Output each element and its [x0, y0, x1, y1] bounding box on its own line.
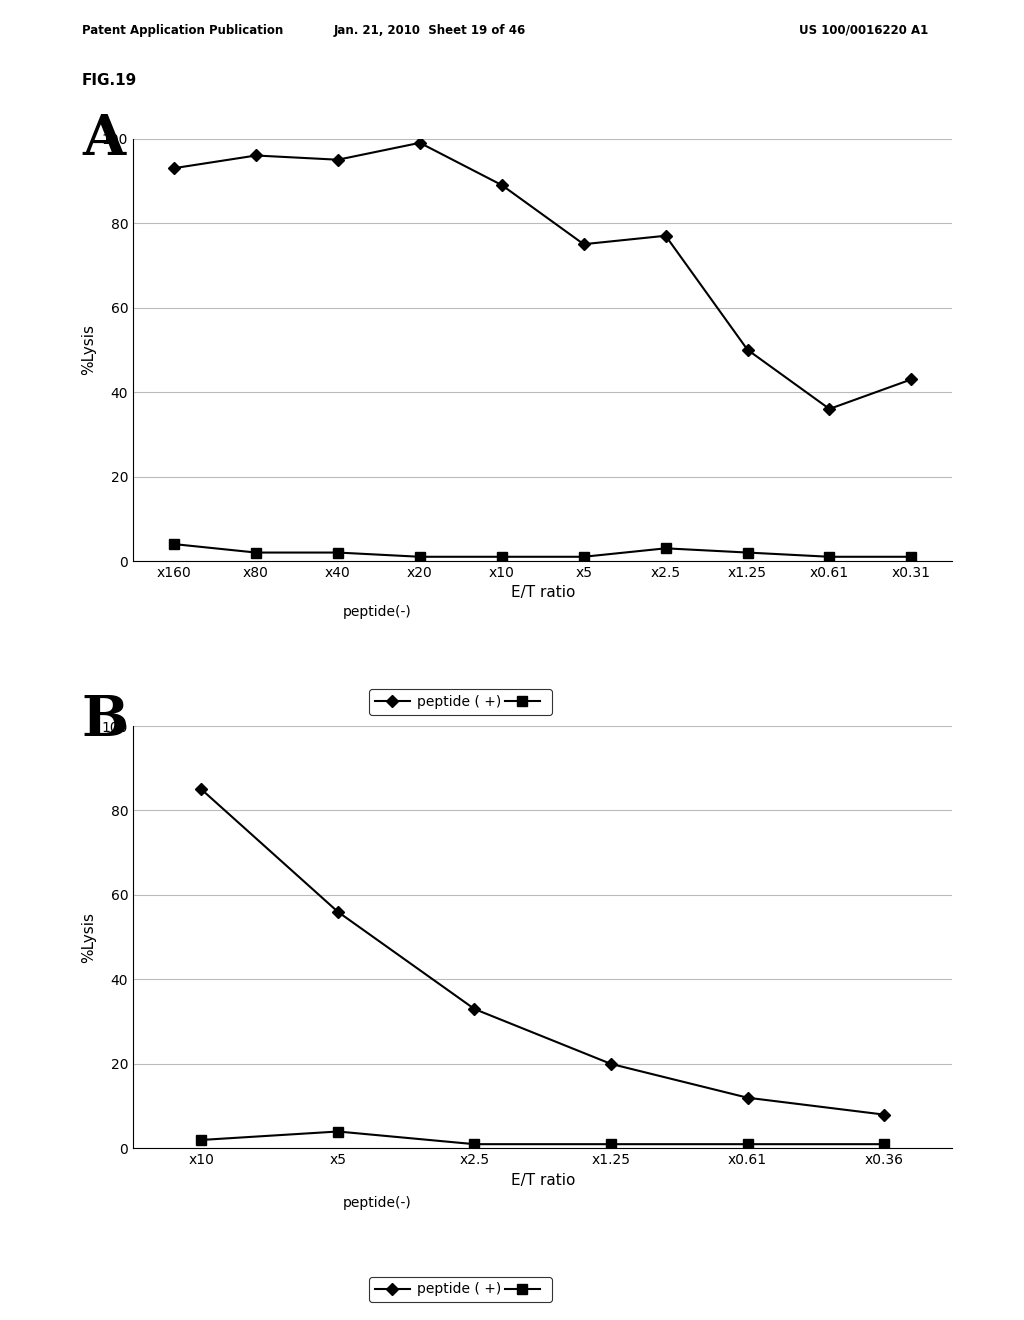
Text: US 100/0016220 A1: US 100/0016220 A1: [799, 24, 928, 37]
X-axis label: E/T ratio: E/T ratio: [511, 585, 574, 601]
Text: peptide(-): peptide(-): [343, 1196, 412, 1210]
Text: Patent Application Publication: Patent Application Publication: [82, 24, 284, 37]
Y-axis label: %Lysis: %Lysis: [81, 325, 96, 375]
Text: B: B: [82, 693, 129, 748]
Y-axis label: %Lysis: %Lysis: [81, 912, 96, 962]
Legend: peptide ( +), : peptide ( +),: [370, 689, 552, 714]
Legend: peptide ( +), : peptide ( +),: [370, 1276, 552, 1302]
Text: FIG.19: FIG.19: [82, 73, 137, 87]
X-axis label: E/T ratio: E/T ratio: [511, 1172, 574, 1188]
Text: A: A: [82, 112, 125, 168]
Text: Jan. 21, 2010  Sheet 19 of 46: Jan. 21, 2010 Sheet 19 of 46: [334, 24, 526, 37]
Text: peptide(-): peptide(-): [343, 605, 412, 619]
